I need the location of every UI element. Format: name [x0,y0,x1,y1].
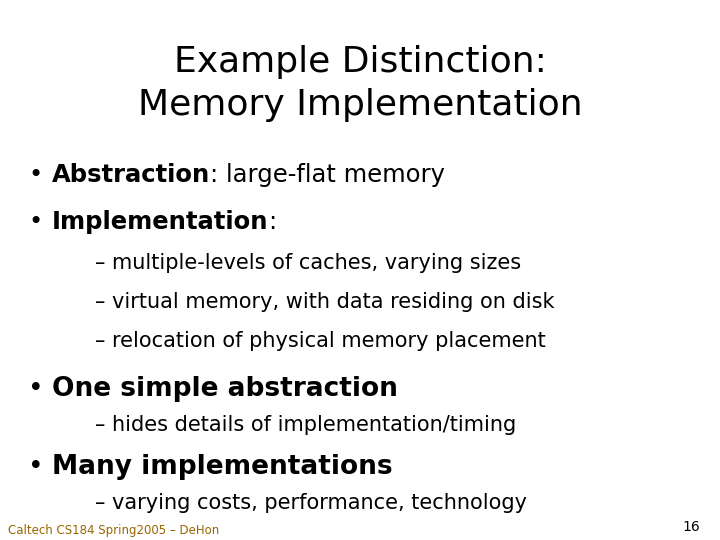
Text: – virtual memory, with data residing on disk: – virtual memory, with data residing on … [95,292,554,312]
Text: Implementation: Implementation [52,210,269,234]
Text: Abstraction: Abstraction [52,163,210,187]
Text: – relocation of physical memory placement: – relocation of physical memory placemen… [95,331,546,351]
Text: :: : [269,210,276,234]
Text: •: • [28,454,44,480]
Text: Memory Implementation: Memory Implementation [138,88,582,122]
Text: •: • [28,163,42,187]
Text: One simple abstraction: One simple abstraction [52,376,398,402]
Text: 16: 16 [683,520,700,534]
Text: – varying costs, performance, technology: – varying costs, performance, technology [95,493,527,513]
Text: : large-flat memory: : large-flat memory [210,163,445,187]
Text: Many implementations: Many implementations [52,454,392,480]
Text: – multiple-levels of caches, varying sizes: – multiple-levels of caches, varying siz… [95,253,521,273]
Text: Example Distinction:: Example Distinction: [174,45,546,79]
Text: •: • [28,376,44,402]
Text: Caltech CS184 Spring2005 – DeHon: Caltech CS184 Spring2005 – DeHon [8,524,220,537]
Text: •: • [28,210,42,234]
Text: – hides details of implementation/timing: – hides details of implementation/timing [95,415,516,435]
